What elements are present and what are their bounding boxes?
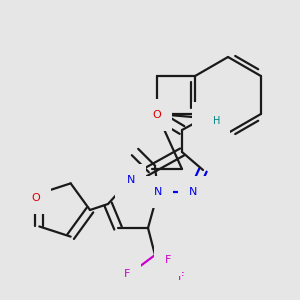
Text: N: N xyxy=(127,175,135,185)
Text: F: F xyxy=(165,255,171,265)
Text: F: F xyxy=(178,272,184,282)
Text: N: N xyxy=(189,187,197,197)
Text: O: O xyxy=(153,110,161,120)
Text: N: N xyxy=(154,187,162,197)
Text: N: N xyxy=(154,187,162,197)
Text: N: N xyxy=(126,177,134,187)
Text: O: O xyxy=(31,193,40,202)
Text: N: N xyxy=(189,187,197,197)
Text: H: H xyxy=(213,116,221,126)
Text: F: F xyxy=(124,269,130,279)
Text: N: N xyxy=(203,113,211,123)
